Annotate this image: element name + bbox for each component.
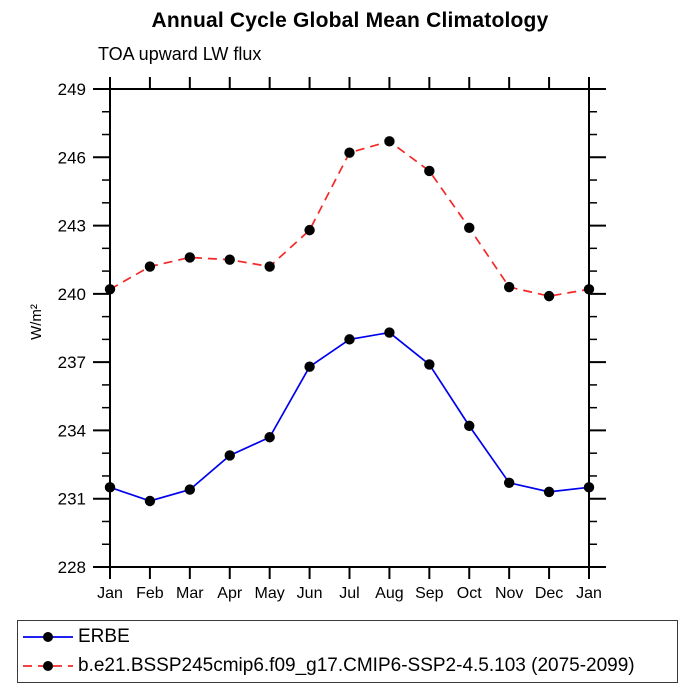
x-tick-label: Feb (136, 585, 164, 602)
series-line (109, 331, 590, 502)
plot-area: Jan Feb Mar Apr May Jun Jul Aug Sep Oct Nov Dec Jan 2… (58, 77, 606, 602)
x-tick-label: Sep (415, 585, 444, 602)
legend-label: ERBE (78, 626, 130, 647)
data-point-marker (583, 284, 595, 295)
data-point-marker (304, 224, 315, 236)
data-point-marker (184, 252, 196, 263)
data-point-marker (464, 222, 475, 234)
legend-line-sample-solid (23, 632, 73, 642)
data-point-marker (424, 359, 435, 370)
data-point-marker (424, 165, 435, 177)
legend-item-model: b.e21.BSSP245cmip6.f09_g17.CMIP6-SSP2-4.… (18, 653, 677, 679)
data-point-marker (144, 261, 156, 272)
y-tick-label: 249 (58, 80, 86, 99)
data-point-marker (583, 482, 595, 493)
x-tick-label: Jun (297, 585, 323, 602)
data-point-marker (344, 147, 355, 158)
data-point-marker (144, 495, 156, 507)
y-tick-label: 240 (58, 285, 86, 304)
data-point-marker (104, 284, 116, 295)
data-point-marker (384, 327, 395, 338)
legend-sample-marker (43, 661, 53, 671)
plot-frame (109, 88, 590, 568)
data-point-marker (503, 281, 515, 293)
data-point-marker (184, 484, 196, 495)
y-tick-label: 246 (58, 148, 86, 167)
x-tick-label: Jul (339, 585, 359, 602)
data-point-marker (224, 450, 235, 461)
x-tick-label: May (255, 585, 285, 602)
data-point-marker (104, 482, 116, 493)
x-tick-label: Dec (535, 585, 563, 602)
data-point-marker (543, 486, 555, 498)
chart-subtitle: TOA upward LW flux (98, 44, 262, 64)
y-tick-label: 237 (58, 353, 86, 372)
legend-sample-marker (43, 632, 53, 642)
data-point-marker (304, 361, 315, 372)
y-tick-label: 243 (58, 217, 86, 236)
series-line (109, 140, 590, 297)
x-tick-label: Jan (97, 585, 123, 602)
x-tick-label: Jan (576, 585, 602, 602)
data-point-marker (344, 334, 355, 345)
legend-box: ERBE b.e21.BSSP245cmip6.f09_g17.CMIP6-SS… (17, 620, 678, 683)
chart-title: Annual Cycle Global Mean Climatology (151, 9, 549, 32)
data-point-marker (264, 261, 275, 272)
data-point-marker (543, 290, 555, 302)
legend-item-erbe: ERBE (18, 624, 677, 650)
y-tick-label: 231 (58, 490, 86, 509)
y-tick-label: 234 (58, 421, 86, 440)
x-tick-label: Apr (217, 585, 243, 602)
y-tick-label: 228 (58, 558, 86, 577)
data-point-marker (503, 477, 515, 488)
data-point-marker (224, 254, 235, 265)
legend-label: b.e21.BSSP245cmip6.f09_g17.CMIP6-SSP2-4.… (78, 655, 635, 676)
x-tick-label: Mar (176, 585, 204, 602)
x-tick-label: Aug (375, 585, 403, 602)
data-point-marker (384, 136, 395, 147)
data-point-marker (464, 420, 475, 432)
legend-line-sample-dashed (23, 661, 73, 671)
x-tick-label: Oct (457, 585, 482, 602)
x-tick-label: Nov (495, 585, 523, 602)
data-point-marker (264, 432, 275, 443)
